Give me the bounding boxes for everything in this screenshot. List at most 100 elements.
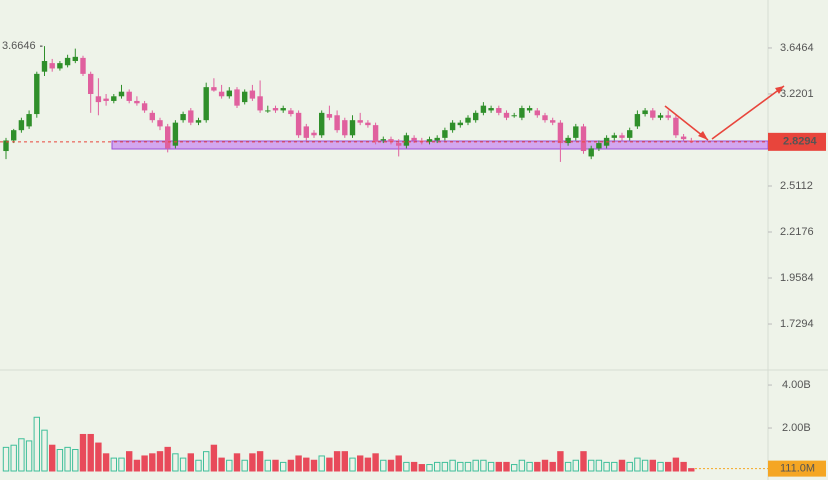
candle-body (688, 140, 694, 142)
volume-tick-label: 4.00B (782, 379, 811, 391)
volume-bar (572, 459, 579, 472)
volume-bar (495, 461, 503, 472)
y-tick-label: 2.2176 (780, 226, 814, 238)
y-tick-label: 3.6464 (780, 42, 814, 54)
candle-body (295, 112, 302, 136)
candle-body (134, 100, 140, 104)
candle-body (326, 114, 333, 118)
volume-bar (110, 457, 117, 472)
candle-body (596, 143, 602, 149)
candle-body (403, 135, 410, 146)
candle-body (434, 137, 440, 141)
y-tick-label: 2.5112 (780, 180, 813, 192)
candle-body (680, 136, 687, 140)
volume-bar (680, 461, 687, 472)
arrow-head (775, 86, 784, 94)
volume-bar (387, 459, 395, 472)
volume-bar (25, 440, 33, 472)
candle-body (573, 126, 579, 138)
volume-bar (372, 453, 379, 472)
candle-body (165, 126, 171, 149)
candle-body (396, 143, 402, 146)
candle-body (203, 87, 209, 121)
volume-bar (2, 446, 10, 472)
volume-bar (349, 457, 356, 472)
volume-bar (541, 459, 549, 472)
candle-body (419, 140, 425, 142)
volume-bar (688, 468, 695, 472)
candle-body (665, 115, 671, 118)
volume-bar (195, 459, 202, 472)
candle-body (550, 120, 556, 123)
volume-bar (634, 457, 641, 472)
volume-bar (657, 461, 664, 472)
candle-body (657, 115, 664, 118)
volume-bar (264, 459, 272, 472)
candle-body (242, 91, 248, 103)
candle-body (372, 125, 379, 142)
candle-body (272, 108, 279, 111)
volume-bar (357, 455, 364, 472)
volume-bar (511, 464, 518, 472)
volume-bar (341, 451, 349, 472)
candle-body (257, 96, 263, 111)
candle-body (365, 122, 371, 126)
candle-body (11, 130, 17, 141)
candle-body (126, 91, 132, 101)
volume-bar (56, 449, 64, 472)
volume-bar (102, 453, 110, 472)
volume-tick-label: 2.00B (782, 422, 811, 434)
volume-bar (457, 461, 464, 472)
volume-bar (287, 459, 295, 472)
candle-body (226, 90, 232, 97)
volume-bar (295, 455, 302, 472)
volume-bar (487, 461, 495, 472)
candle-body (218, 91, 225, 97)
volume-bar (649, 459, 656, 472)
volume-bar (172, 453, 179, 472)
candle-body (388, 139, 394, 142)
candle-body (49, 63, 55, 69)
candle-body (149, 112, 155, 121)
trend-arrow-up (711, 85, 785, 140)
candle-body (488, 108, 494, 111)
candle-body (473, 112, 479, 121)
volume-bar (64, 446, 71, 472)
high-label: 3.6646 (2, 40, 36, 52)
volume-bar (449, 459, 456, 472)
volume-bar (410, 461, 418, 472)
candle-body (288, 110, 294, 115)
volume-bar (149, 453, 156, 472)
candle-body (95, 96, 102, 103)
candle-body (334, 115, 340, 131)
candle-body (426, 139, 433, 142)
volume-bar (472, 459, 479, 472)
volume-bar (426, 464, 433, 472)
candle-body (503, 112, 510, 118)
volume-bar (618, 459, 626, 472)
volume-bar (164, 446, 171, 472)
candle-body (588, 148, 594, 157)
candle-body (542, 115, 548, 121)
volume-bar (156, 451, 164, 472)
candle-body (80, 57, 86, 74)
volume-bar (41, 429, 48, 472)
volume-bar (87, 433, 94, 472)
candle-body (496, 108, 502, 113)
candle-body (311, 132, 317, 136)
candle-body (634, 114, 641, 127)
arrow-head (698, 131, 708, 140)
candle-body (380, 139, 386, 141)
candle-body (342, 120, 348, 136)
candle-body (580, 126, 587, 152)
y-tick-label: 3.2201 (780, 88, 814, 100)
candle-body (211, 87, 217, 91)
last-volume-label: 111.0M (780, 463, 815, 475)
volume-bar (403, 461, 410, 472)
candle-body (534, 110, 540, 116)
volume-bar (318, 455, 325, 472)
volume-bar (395, 455, 402, 472)
volume-bar (595, 459, 603, 472)
volume-bar (580, 451, 587, 472)
